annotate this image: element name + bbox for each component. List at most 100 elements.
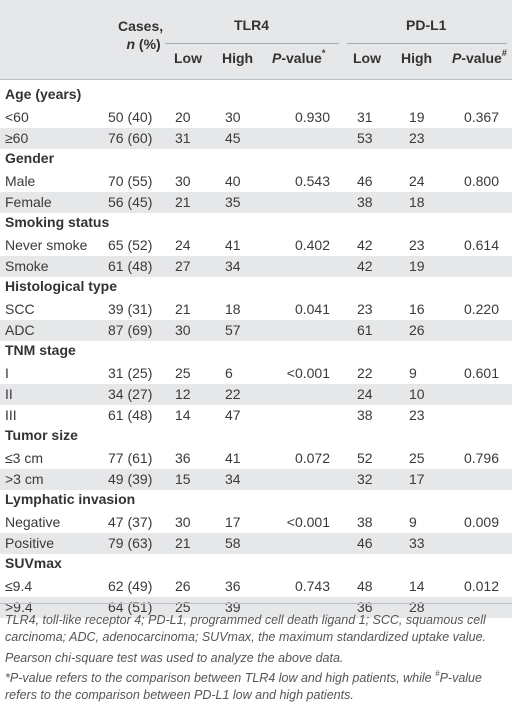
- table-bottom-rule: [0, 603, 512, 604]
- table-row: I 31 (25) 25 6 <0.001 22 9 0.601: [0, 363, 512, 384]
- tlr4-pvalue-cell: 0.930: [294, 109, 330, 125]
- row-label: Female: [5, 194, 52, 210]
- pdl1-low-header: Low: [353, 50, 381, 66]
- tlr4-pvalue-cell: 0.402: [294, 237, 330, 253]
- table-row: >3 cm 49 (39) 15 34 32 17: [0, 469, 512, 490]
- pdl1-pvalue-cell: 0.601: [463, 365, 499, 381]
- tlr4-high-cell: 57: [225, 322, 241, 338]
- tlr4-pvalue-cell: 0.543: [294, 173, 330, 189]
- row-label: ≤9.4: [5, 578, 33, 594]
- pdl1-pvalue-cell: 0.220: [463, 301, 499, 317]
- row-label: ≤3 cm: [5, 450, 44, 466]
- tlr4-high-cell: 34: [225, 471, 241, 487]
- pdl1-low-cell: 61: [357, 322, 373, 338]
- header-divider: [0, 79, 512, 80]
- pdl1-pvalue-header: P-value#: [452, 48, 507, 67]
- pdl1-low-cell: 46: [357, 535, 373, 551]
- tlr4-low-header: Low: [174, 50, 202, 66]
- table-row: Female 56 (45) 21 35 38 18: [0, 192, 512, 213]
- row-label: II: [5, 386, 13, 402]
- pdl1-low-cell: 46: [357, 173, 373, 189]
- tlr4-low-cell: 36: [175, 450, 191, 466]
- tlr4-high-cell: 58: [225, 535, 241, 551]
- pdl1-low-cell: 24: [357, 386, 373, 402]
- tlr4-low-cell: 30: [175, 173, 191, 189]
- tlr4-high-cell: 30: [225, 109, 241, 125]
- cases-cell: 34 (27): [108, 386, 153, 402]
- pdl1-high-cell: 19: [409, 258, 425, 274]
- cases-cell: 76 (60): [108, 130, 153, 146]
- cases-header-pct: (%): [135, 36, 161, 52]
- row-label: Never smoke: [5, 237, 88, 253]
- row-label: <60: [5, 109, 29, 125]
- pdl1-pvalue-cell: 0.796: [463, 450, 499, 466]
- pdl1-high-cell: 14: [409, 578, 425, 594]
- tlr4-low-cell: 21: [175, 301, 191, 317]
- pdl1-low-cell: 42: [357, 237, 373, 253]
- cases-cell: 61 (48): [108, 407, 153, 423]
- pdl1-high-cell: 26: [409, 322, 425, 338]
- pdl1-high-cell: 10: [409, 386, 425, 402]
- pdl1-high-cell: 23: [409, 237, 425, 253]
- cases-header-line1: Cases,: [118, 18, 164, 34]
- cases-cell: 47 (37): [108, 514, 153, 530]
- pdl1-high-header: High: [401, 50, 433, 66]
- pdl1-pvalue-cell: 0.614: [463, 237, 499, 253]
- cases-cell: 31 (25): [108, 365, 153, 381]
- tlr4-pvalue-cell: 0.743: [294, 578, 330, 594]
- section-title: SUVmax: [5, 555, 62, 571]
- pdl1-low-cell: 32: [357, 471, 373, 487]
- pdl1-high-cell: 23: [409, 130, 425, 146]
- tlr4-high-cell: 40: [225, 173, 241, 189]
- row-label: Positive: [5, 535, 55, 551]
- table-row: Smoke 61 (48) 27 34 42 19: [0, 256, 512, 277]
- table-row: ≤3 cm 77 (61) 36 41 0.072 52 25 0.796: [0, 448, 512, 469]
- cases-cell: 49 (39): [108, 471, 153, 487]
- section-title: Gender: [5, 150, 55, 166]
- table-row: SCC 39 (31) 21 18 0.041 23 16 0.220: [0, 299, 512, 320]
- tlr4-high-cell: 45: [225, 130, 241, 146]
- section-title: Lymphatic invasion: [5, 491, 136, 507]
- row-label: I: [5, 365, 9, 381]
- pdl1-pvalue-cell: 0.009: [463, 514, 499, 530]
- table-row: <60 50 (40) 20 30 0.930 31 19 0.367: [0, 107, 512, 128]
- cases-cell: 65 (52): [108, 237, 153, 253]
- tlr4-high-cell: 41: [225, 237, 241, 253]
- row-label: ≥60: [5, 130, 29, 146]
- pdl1-high-cell: 17: [409, 471, 425, 487]
- pdl1-low-cell: 38: [357, 407, 373, 423]
- tlr4-pvalue-header: P-value*: [272, 48, 326, 67]
- tlr4-pvalue-cell: <0.001: [286, 365, 330, 381]
- cases-cell: 61 (48): [108, 258, 153, 274]
- tlr4-high-cell: 22: [225, 386, 241, 402]
- section-title: Age (years): [5, 86, 82, 102]
- pdl1-low-cell: 38: [357, 194, 373, 210]
- pdl1-group-header: PD-L1: [406, 17, 447, 33]
- tlr4-low-cell: 25: [175, 365, 191, 381]
- section-title: Smoking status: [5, 214, 110, 230]
- row-label: Smoke: [5, 258, 49, 274]
- tlr4-low-cell: 21: [175, 194, 191, 210]
- footnote-abbreviations: TLR4, toll-like receptor 4; PD-L1, progr…: [5, 613, 487, 644]
- row-label: III: [5, 407, 17, 423]
- tlr4-low-cell: 15: [175, 471, 191, 487]
- section-title: TNM stage: [5, 342, 76, 358]
- row-label: Male: [5, 173, 36, 189]
- table-row: II 34 (27) 12 22 24 10: [0, 384, 512, 405]
- pdl1-low-cell: 53: [357, 130, 373, 146]
- tlr4-high-cell: 47: [225, 407, 241, 423]
- tlr4-high-cell: 35: [225, 194, 241, 210]
- tlr4-pvalue-cell: 0.072: [294, 450, 330, 466]
- tlr4-low-cell: 24: [175, 237, 191, 253]
- row-label: Negative: [5, 514, 61, 530]
- row-label: ADC: [5, 322, 35, 338]
- cases-cell: 70 (55): [108, 173, 153, 189]
- pdl1-high-cell: 18: [409, 194, 425, 210]
- pdl1-group-divider: [347, 43, 507, 44]
- tlr4-low-cell: 12: [175, 386, 191, 402]
- tlr4-low-cell: 26: [175, 578, 191, 594]
- cases-cell: 87 (69): [108, 322, 153, 338]
- table-row: ADC 87 (69) 30 57 61 26: [0, 320, 512, 341]
- pdl1-low-cell: 48: [357, 578, 373, 594]
- cases-cell: 77 (61): [108, 450, 153, 466]
